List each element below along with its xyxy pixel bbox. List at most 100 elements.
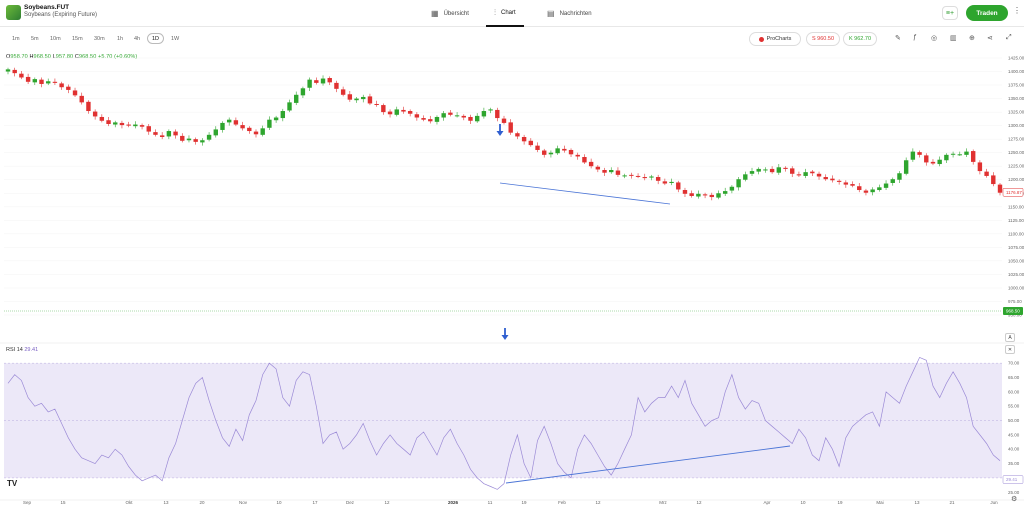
rsi-name: RSI 14 xyxy=(6,347,23,353)
timeframe-1h[interactable]: 1h xyxy=(117,36,124,42)
candle-body xyxy=(327,78,332,83)
candle-body xyxy=(186,138,192,141)
candle-body xyxy=(273,117,279,121)
timeframe-1d[interactable]: 1D xyxy=(147,33,165,44)
rsi-line xyxy=(7,356,1001,490)
candle-body xyxy=(347,94,353,100)
timeframe-1m[interactable]: 1m xyxy=(12,36,20,42)
candle-body xyxy=(99,116,105,121)
candle-body xyxy=(381,105,386,113)
buy-price-button[interactable]: K 962.70 xyxy=(843,32,877,46)
candle-body xyxy=(924,155,929,163)
candle-body xyxy=(609,169,614,173)
candle-body xyxy=(669,181,674,183)
tab-overview-label: Übersicht xyxy=(443,10,469,17)
candle-body xyxy=(562,148,567,151)
candle-body xyxy=(387,111,393,115)
trade-button[interactable]: Traden xyxy=(966,5,1008,21)
candle-body xyxy=(629,174,634,176)
timeframe-30m[interactable]: 30m xyxy=(94,36,105,42)
sell-price-button[interactable]: S 960.50 xyxy=(806,32,840,46)
candle-body xyxy=(153,132,158,135)
fullscreen-icon[interactable]: ⤢ xyxy=(1006,34,1012,41)
candle-body xyxy=(86,101,91,112)
time-tick-label: Mrz xyxy=(659,500,667,505)
price-tick-label: 1275.00 xyxy=(1008,137,1024,142)
last-price-tag xyxy=(1002,188,1024,197)
candle-body xyxy=(528,140,534,146)
price-trendline xyxy=(499,182,671,205)
current-price-tag xyxy=(1003,307,1023,315)
candle-body xyxy=(421,118,426,120)
price-tick-label: 1325.00 xyxy=(1008,110,1024,115)
top-bar: Soybeans.FUT Soybeans (Expiring Future) … xyxy=(0,0,1024,27)
rsi-band xyxy=(4,363,1002,478)
more-menu-icon[interactable]: ⋮ xyxy=(1013,6,1021,15)
time-tick-label: Jun xyxy=(990,500,998,505)
candle-body xyxy=(213,129,218,136)
timeframe-15m[interactable]: 15m xyxy=(72,36,83,42)
candle-body xyxy=(783,167,788,169)
candle-body xyxy=(944,154,949,161)
add-icon[interactable]: ⊕ xyxy=(969,35,975,42)
candle-body xyxy=(903,160,909,174)
candle-body xyxy=(736,179,741,188)
timeframe-4h[interactable]: 4h xyxy=(134,36,141,42)
tab-overview[interactable]: ▦ Übersicht xyxy=(431,0,469,27)
candle-body xyxy=(488,109,493,111)
trendline-overlays[interactable] xyxy=(496,124,791,484)
timeframe-1w[interactable]: 1W xyxy=(171,36,180,42)
candle-body xyxy=(930,161,936,164)
draw-pen-icon[interactable]: ✎ xyxy=(895,35,901,42)
candle-body xyxy=(575,154,580,157)
open-value: 958.70 xyxy=(10,54,28,60)
candle-body xyxy=(722,191,728,194)
timeframe-5m[interactable]: 5m xyxy=(31,36,39,42)
candle-body xyxy=(595,166,601,170)
candle-body xyxy=(334,82,339,89)
last-price-label: 1176.87 xyxy=(1006,190,1022,195)
price-tick-label: 1300.00 xyxy=(1008,123,1024,128)
candle-body xyxy=(970,151,976,162)
indicators-icon[interactable]: ƒ xyxy=(913,34,917,41)
low-label: L xyxy=(52,54,56,60)
candle-body xyxy=(79,95,84,103)
time-tick-label: Nov xyxy=(239,500,248,505)
pane-close-icon[interactable]: ✕ xyxy=(1005,345,1015,354)
rsi-value: 29.41 xyxy=(24,347,39,353)
time-tick-label: Dez xyxy=(346,500,355,505)
candle-body xyxy=(12,69,17,74)
time-tick-label: 19 xyxy=(837,500,843,505)
alert-icon[interactable]: ◎ xyxy=(931,35,938,42)
candle-body xyxy=(997,184,1003,193)
chart-type-icon[interactable]: ▥ xyxy=(950,35,957,42)
candle-body xyxy=(642,177,647,179)
settings-gear-icon[interactable]: ⚙ xyxy=(1011,496,1018,503)
candle-body xyxy=(568,149,574,155)
watchlist-add-icon: ≡+ xyxy=(945,9,955,17)
candle-body xyxy=(917,152,922,155)
time-tick-label: 11 xyxy=(488,500,493,505)
share-icon[interactable]: ⋖ xyxy=(987,35,993,42)
tab-chart[interactable]: ⫶ Chart xyxy=(486,0,524,27)
pane-auto-button[interactable]: A xyxy=(1005,333,1015,342)
procharts-button[interactable]: ProCharts xyxy=(749,32,801,46)
price-tick-label: 1150.00 xyxy=(1008,204,1024,209)
tab-news[interactable]: ▤ Nachrichten xyxy=(547,0,592,27)
candle-body xyxy=(515,133,520,137)
candle-body xyxy=(474,115,480,122)
price-chart[interactable]: 1425.001400.001375.001350.001325.001300.… xyxy=(0,50,1024,506)
candle-body xyxy=(702,194,708,196)
price-axis: 1425.00 1400.00 1375.00 1350.00 1325.00 1300.… xyxy=(1002,56,1024,318)
candle-body xyxy=(555,148,560,154)
time-tick-label: 2026 xyxy=(448,500,459,505)
watchlist-button[interactable]: ≡+ xyxy=(942,6,958,20)
candle-body xyxy=(582,157,587,163)
open-label: O xyxy=(6,54,11,60)
timeframe-10m[interactable]: 10m xyxy=(50,36,61,42)
candle-body xyxy=(535,145,540,150)
candle-body xyxy=(139,125,145,127)
price-tick-label: 1050.00 xyxy=(1008,258,1024,263)
candle-body xyxy=(92,111,98,117)
candle-body xyxy=(52,81,58,83)
